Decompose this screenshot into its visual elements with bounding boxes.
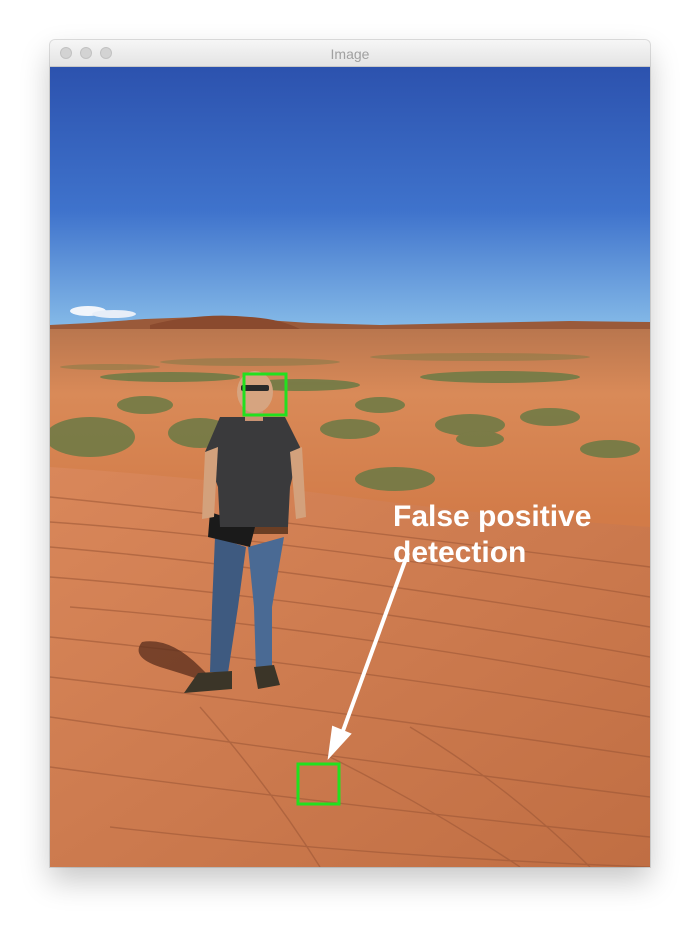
false-positive-detection-box <box>296 762 341 806</box>
annotation-line-2: detection <box>393 536 527 569</box>
photo-scene <box>50 67 650 867</box>
sandstone-slab <box>50 467 650 867</box>
scrub-vegetation <box>50 371 640 491</box>
zoom-window-button[interactable] <box>100 47 112 59</box>
image-canvas: False positive detection <box>50 67 650 867</box>
sky <box>50 67 650 329</box>
title-bar[interactable]: Image <box>50 40 650 67</box>
dry-brush <box>60 353 590 370</box>
face-detection-box <box>242 372 288 417</box>
arrow-icon <box>327 552 410 761</box>
minimize-window-button[interactable] <box>80 47 92 59</box>
rock-butte <box>150 315 300 333</box>
window-title: Image <box>330 46 370 62</box>
close-window-button[interactable] <box>60 47 72 59</box>
annotation-line-1: False positive <box>393 500 592 533</box>
image-window: Image <box>50 40 650 867</box>
false-positive-label: False positive detection <box>393 499 591 571</box>
rock-striations <box>50 496 650 867</box>
cloud <box>92 310 136 318</box>
